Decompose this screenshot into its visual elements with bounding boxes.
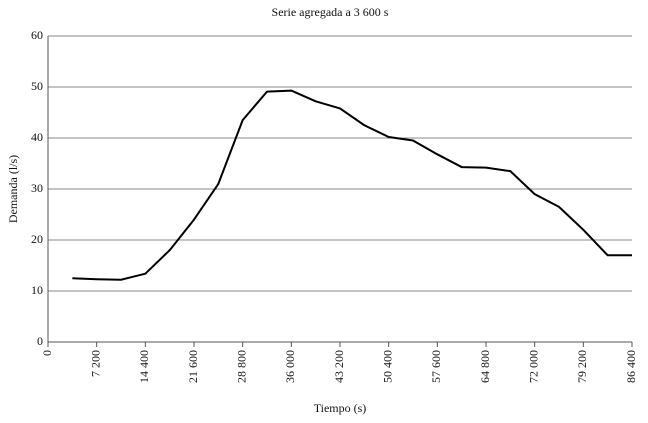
x-tick-label: 72 000 <box>526 350 540 383</box>
x-tick-label: 57 600 <box>429 350 443 383</box>
x-tick-label: 14 400 <box>137 350 151 383</box>
y-tick-label: 0 <box>37 334 43 348</box>
x-tick-label: 43 200 <box>332 350 346 383</box>
x-tick-label: 64 800 <box>478 350 492 383</box>
x-tick-label: 79 200 <box>575 350 589 383</box>
data-line <box>72 89 632 281</box>
x-tick-label: 36 000 <box>283 350 297 383</box>
x-tick-label: 0 <box>40 350 54 356</box>
x-tick-label: 50 400 <box>380 350 394 383</box>
x-tick-label: 7 200 <box>88 350 102 377</box>
x-tick-label: 28 800 <box>234 350 248 383</box>
x-axis-label: Tiempo (s) <box>314 401 367 415</box>
y-axis-label: Demanda (l/s) <box>6 155 20 223</box>
chart-title: Serie agregada a 3 600 s <box>272 5 389 19</box>
y-tick-label: 60 <box>31 28 43 42</box>
x-tick-label: 86 400 <box>624 350 638 383</box>
y-tick-label: 20 <box>31 232 43 246</box>
x-tick-label: 21 600 <box>186 350 200 383</box>
y-tick-label: 10 <box>31 283 43 297</box>
y-tick-label: 30 <box>31 181 43 195</box>
y-tick-label: 40 <box>31 130 43 144</box>
y-tick-label: 50 <box>31 79 43 93</box>
